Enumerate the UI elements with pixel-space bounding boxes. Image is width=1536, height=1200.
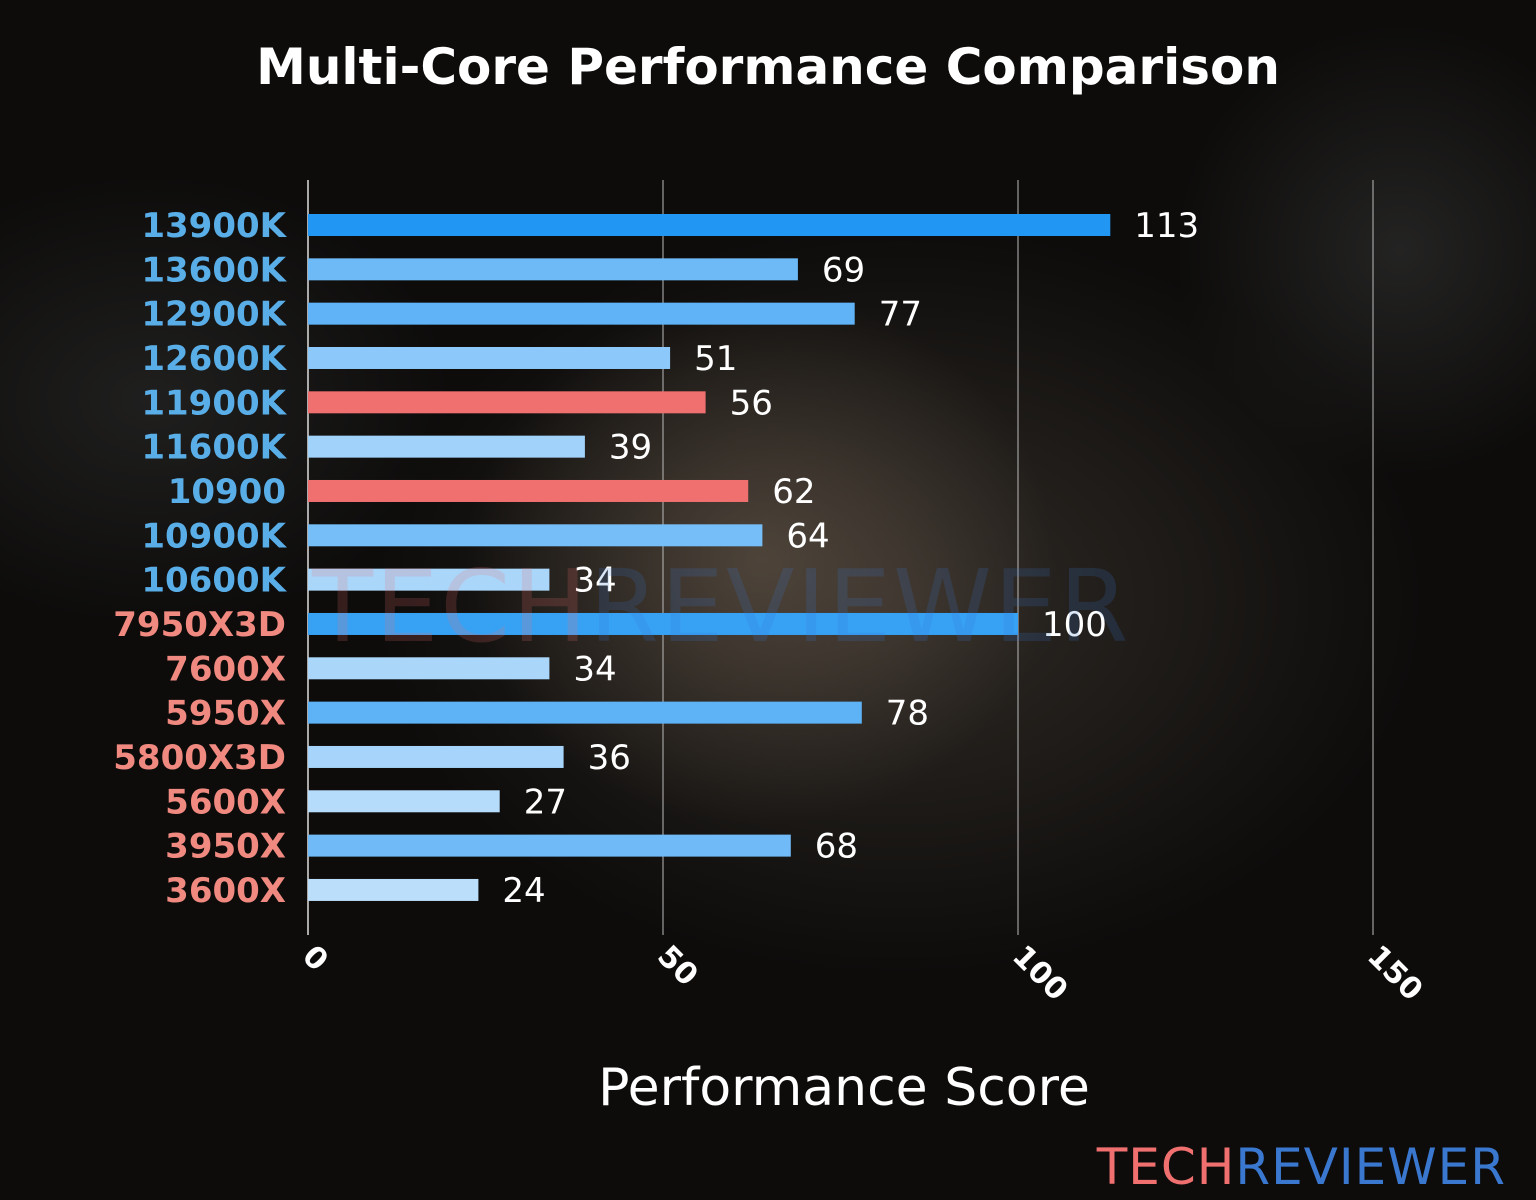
bar <box>308 302 855 325</box>
y-tick-label: 5950X <box>165 694 286 734</box>
y-tick-label: 12600K <box>141 339 287 379</box>
logo-part2: REVIEWER <box>1235 1138 1506 1196</box>
y-tick-label: 10900K <box>141 516 287 556</box>
bar <box>308 657 550 680</box>
bar <box>308 612 1018 635</box>
y-tick-label: 13900K <box>141 206 287 246</box>
y-tick-label: 3600X <box>165 871 286 911</box>
bar <box>308 834 791 857</box>
data-label: 68 <box>815 827 858 867</box>
data-label: 24 <box>502 871 545 911</box>
data-label: 78 <box>886 694 929 734</box>
bar <box>308 391 706 414</box>
data-label: 113 <box>1134 206 1199 246</box>
data-label: 100 <box>1042 605 1107 645</box>
data-label: 64 <box>786 516 829 556</box>
bar <box>308 878 479 901</box>
x-tick-label: 100 <box>1005 939 1074 1008</box>
y-tick-label: 10600K <box>141 561 287 601</box>
logo-part1: TECH <box>1096 1138 1236 1196</box>
data-label: 77 <box>879 295 922 335</box>
y-tick-label: 5800X3D <box>113 738 286 778</box>
brand-logo: TECHREVIEWER <box>1097 1138 1506 1196</box>
data-label: 51 <box>694 339 737 379</box>
watermark-part1: TECH <box>312 548 590 665</box>
bar <box>308 346 671 369</box>
data-label: 56 <box>730 383 773 423</box>
bar <box>308 790 500 813</box>
y-tick-label: 7600X <box>165 649 286 689</box>
data-label: 27 <box>524 782 567 822</box>
x-tick-label: 50 <box>650 939 704 993</box>
y-tick-label: 13600K <box>141 250 287 290</box>
y-tick-label: 11900K <box>141 383 287 423</box>
y-tick-label: 7950X3D <box>113 605 286 645</box>
y-tick-label: 12900K <box>141 295 287 335</box>
data-label: 62 <box>772 472 815 512</box>
bar <box>308 701 862 724</box>
bar <box>308 435 585 458</box>
data-label: 34 <box>573 561 616 601</box>
y-tick-label: 10900 <box>168 472 286 512</box>
x-tick-label: 150 <box>1360 939 1429 1008</box>
data-label: 69 <box>822 250 865 290</box>
x-tick-label: 0 <box>295 939 335 979</box>
data-label: 39 <box>609 428 652 468</box>
y-tick-label: 11600K <box>141 428 287 468</box>
y-tick-label: 5600X <box>165 782 286 822</box>
bar <box>308 258 798 281</box>
bar <box>308 524 763 547</box>
y-tick-label: 3950X <box>165 827 286 867</box>
data-label: 34 <box>573 649 616 689</box>
bar <box>308 214 1111 236</box>
data-label: 36 <box>588 738 631 778</box>
bar <box>308 479 749 502</box>
watermark-logo: TECHREVIEWER <box>312 548 1131 665</box>
watermark-part2: REVIEWER <box>589 548 1131 665</box>
bar <box>308 568 550 591</box>
chart-title: Multi-Core Performance Comparison <box>256 38 1280 96</box>
bar <box>308 745 564 768</box>
x-axis-label: Performance Score <box>598 1058 1090 1118</box>
